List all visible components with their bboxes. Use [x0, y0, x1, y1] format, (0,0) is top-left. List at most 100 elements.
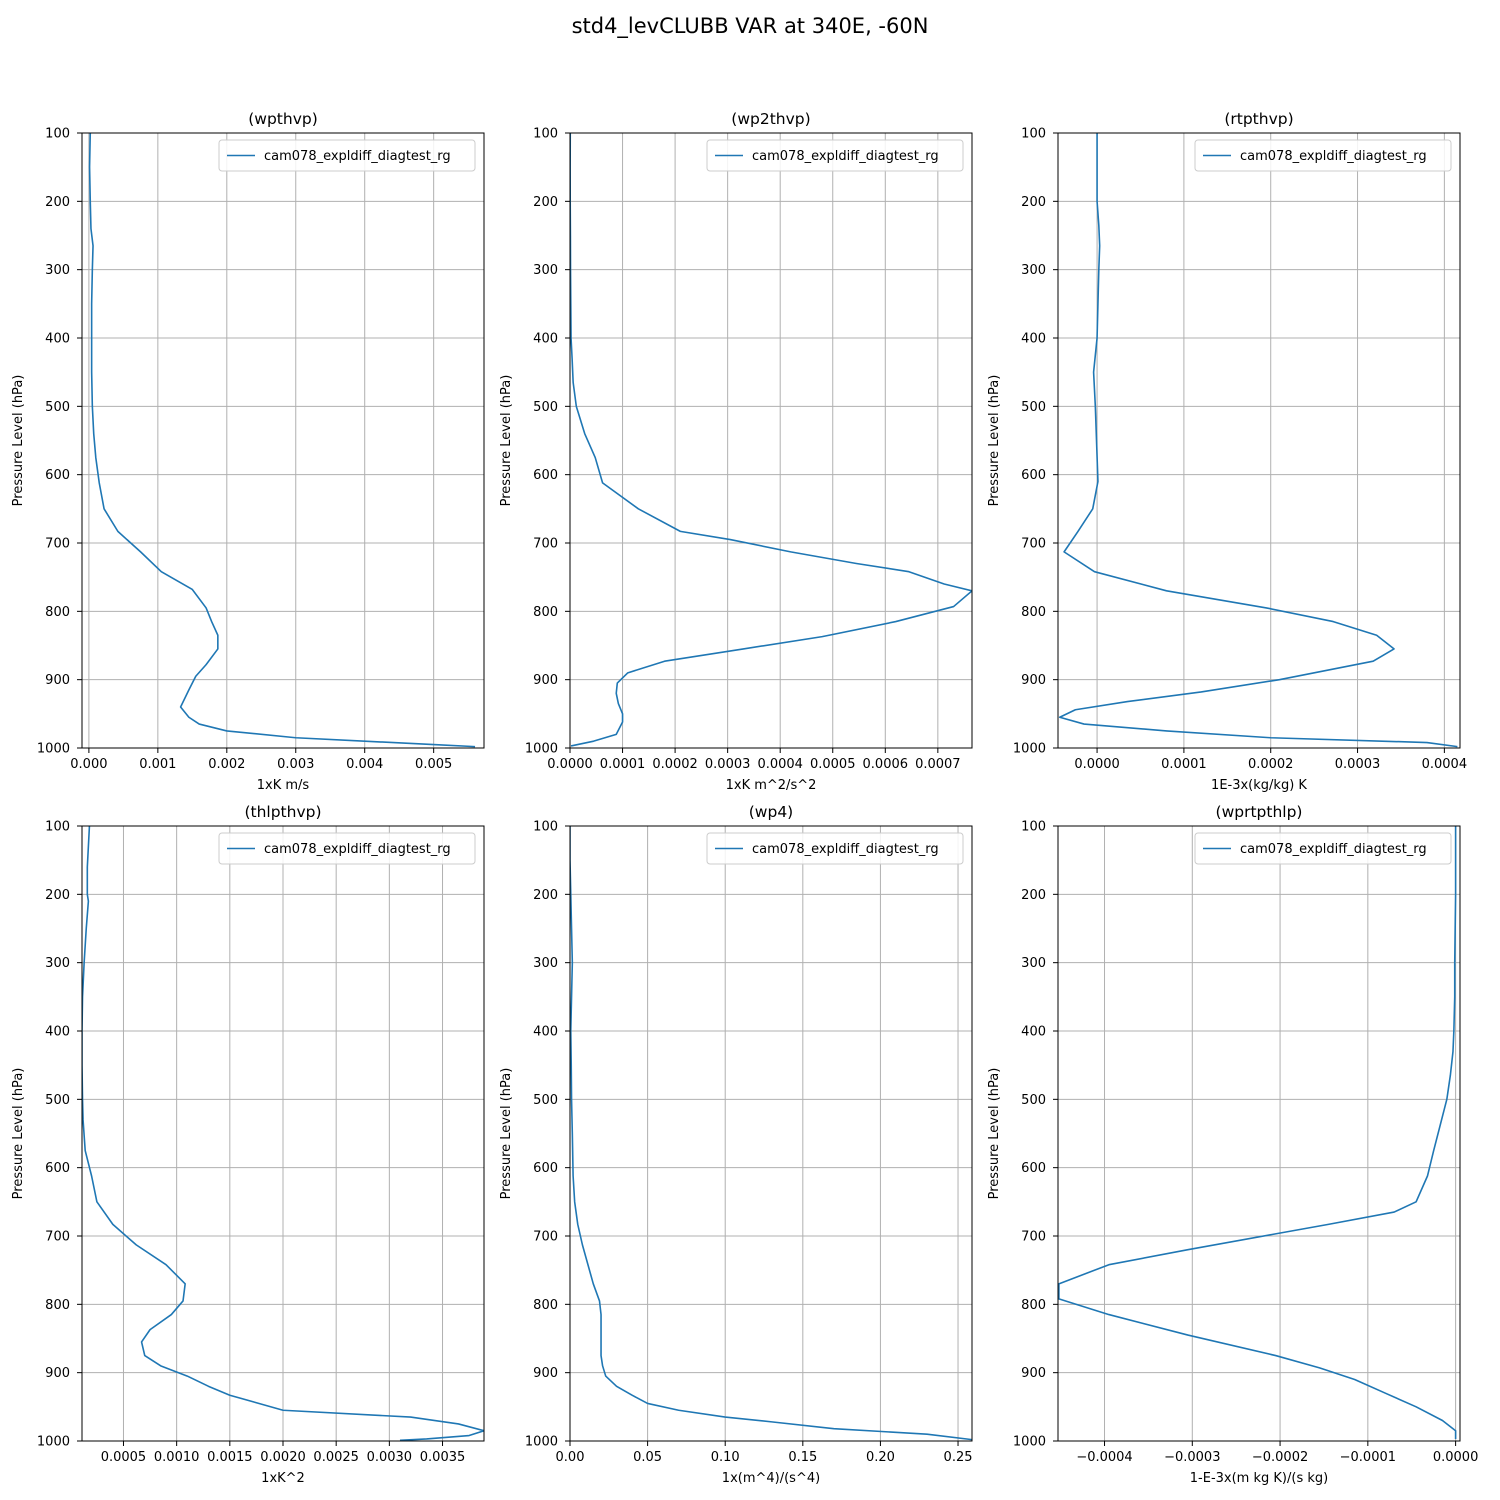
y-tick-label: 200: [1021, 195, 1046, 210]
subplot-title: (thlpthvp): [244, 803, 321, 821]
y-tick-label: 400: [1021, 332, 1046, 347]
y-tick-label: 200: [533, 888, 558, 903]
subplot-1: 0.000 0.001 0.002 0.003 0.004 0.005 100 200 300 4…: [11, 110, 485, 793]
y-tick-label: 300: [45, 956, 70, 971]
y-tick-label: 400: [1021, 1025, 1046, 1040]
y-tick-label: 400: [45, 332, 70, 347]
legend-label: cam078_expldiff_diagtest_rg: [264, 842, 451, 857]
x-tick-label: 0.0006: [863, 757, 909, 772]
subplot-title: (wp2thvp): [731, 110, 810, 128]
legend-box: [706, 832, 964, 865]
y-tick-label: 900: [533, 1366, 558, 1381]
y-axis-label: Pressure Level (hPa): [11, 375, 26, 507]
x-tick-label: 0.0015: [207, 1450, 253, 1465]
x-axis-label: 1xK m^2/s^2: [726, 778, 817, 793]
y-tick-label: 600: [1021, 1161, 1046, 1176]
x-tick-label: 0.0001: [600, 757, 646, 772]
x-tick-label: 0.0030: [367, 1450, 413, 1465]
y-tick-label: 300: [45, 263, 70, 278]
legend-label: cam078_expldiff_diagtest_rg: [1240, 842, 1427, 857]
y-tick-label: 500: [45, 400, 70, 415]
y-tick-label: 1000: [525, 742, 558, 757]
series-line-1: [82, 826, 484, 1441]
y-tick-label: 600: [533, 468, 558, 483]
x-tick-label: 0.000: [70, 757, 107, 772]
legend: cam078_expldiff_diagtest_rg: [218, 139, 476, 172]
subplot-title: (wprtpthlp): [1216, 803, 1303, 821]
x-tick-label: 0.0001: [1161, 757, 1207, 772]
y-tick-label: 600: [1021, 468, 1046, 483]
x-tick-label: 0.002: [208, 757, 245, 772]
y-axis-label: Pressure Level (hPa): [499, 1068, 514, 1200]
y-tick-label: 200: [45, 888, 70, 903]
y-tick-label: 700: [1021, 537, 1046, 552]
y-tick-label: 900: [1021, 673, 1046, 688]
y-axis-label: Pressure Level (hPa): [987, 1068, 1002, 1200]
y-tick-label: 800: [533, 1298, 558, 1313]
x-tick-label: 0.20: [866, 1450, 895, 1465]
x-tick-label: −0.0001: [1340, 1450, 1396, 1465]
x-tick-label: 0.0003: [705, 757, 751, 772]
legend-label: cam078_expldiff_diagtest_rg: [264, 149, 451, 164]
plot-frame: [569, 825, 973, 1442]
x-tick-label: 0.05: [633, 1450, 662, 1465]
legend-box: [1194, 139, 1452, 172]
x-tick-label: 0.10: [711, 1450, 740, 1465]
subplot-3: 0.0000 0.0001 0.0002 0.0003 0.0004 100 200 300 4…: [987, 110, 1467, 793]
y-axis-label: Pressure Level (hPa): [499, 375, 514, 507]
y-tick-label: 600: [533, 1161, 558, 1176]
subplot-2: 0.0000 0.0001 0.0002 0.0003 0.0004 0.0005 0.00…: [499, 110, 973, 793]
y-tick-label: 500: [45, 1093, 70, 1108]
x-tick-label: 0.001: [139, 757, 176, 772]
y-tick-label: 1000: [525, 1435, 558, 1450]
legend-label: cam078_expldiff_diagtest_rg: [752, 842, 939, 857]
y-tick-label: 700: [533, 1230, 558, 1245]
y-tick-label: 900: [533, 673, 558, 688]
y-tick-label: 200: [1021, 888, 1046, 903]
y-tick-label: 1000: [1013, 742, 1046, 757]
x-tick-label: 0.25: [944, 1450, 973, 1465]
y-tick-label: 300: [1021, 956, 1046, 971]
y-tick-label: 100: [45, 127, 70, 142]
series-line-1: [1058, 133, 1458, 748]
x-tick-label: 0.004: [346, 757, 383, 772]
x-tick-label: 0.0003: [1335, 757, 1381, 772]
y-tick-label: 100: [533, 127, 558, 142]
series-line-1: [570, 133, 972, 747]
x-tick-label: 0.0002: [1248, 757, 1294, 772]
x-axis-label: 1E-3x(kg/kg) K: [1211, 778, 1307, 793]
y-tick-label: 400: [533, 332, 558, 347]
y-tick-label: 100: [1021, 127, 1046, 142]
x-tick-label: 0.00: [556, 1450, 585, 1465]
plot-frame: [81, 132, 485, 749]
y-tick-label: 1000: [37, 742, 70, 757]
subplot-title: (wpthvp): [248, 110, 318, 128]
y-tick-label: 300: [1021, 263, 1046, 278]
y-tick-label: 800: [533, 605, 558, 620]
x-axis-label: 1xK m/s: [257, 778, 310, 793]
subplot-title: (wp4): [749, 803, 793, 821]
series-line-1: [88, 133, 476, 748]
legend-box: [706, 139, 964, 172]
series-line-1: [1058, 826, 1457, 1439]
y-tick-label: 500: [1021, 400, 1046, 415]
y-tick-label: 900: [45, 673, 70, 688]
y-tick-label: 700: [1021, 1230, 1046, 1245]
y-tick-label: 200: [45, 195, 70, 210]
y-tick-label: 500: [533, 1093, 558, 1108]
x-tick-label: 0.0000: [1074, 757, 1120, 772]
y-tick-label: 400: [45, 1025, 70, 1040]
y-tick-label: 300: [533, 956, 558, 971]
x-tick-label: 0.0020: [260, 1450, 306, 1465]
plot-frame: [569, 132, 973, 749]
y-tick-label: 100: [1021, 820, 1046, 835]
y-tick-label: 100: [533, 820, 558, 835]
y-tick-label: 800: [45, 1298, 70, 1313]
x-tick-label: 0.15: [788, 1450, 817, 1465]
y-tick-label: 1000: [1013, 1435, 1046, 1450]
x-tick-label: 0.005: [415, 757, 452, 772]
subplot-5: 0.00 0.05 0.10 0.15 0.20 0.25 100 200 300 400 500 6…: [499, 803, 973, 1486]
y-tick-label: 800: [45, 605, 70, 620]
x-tick-label: 0.0000: [547, 757, 593, 772]
